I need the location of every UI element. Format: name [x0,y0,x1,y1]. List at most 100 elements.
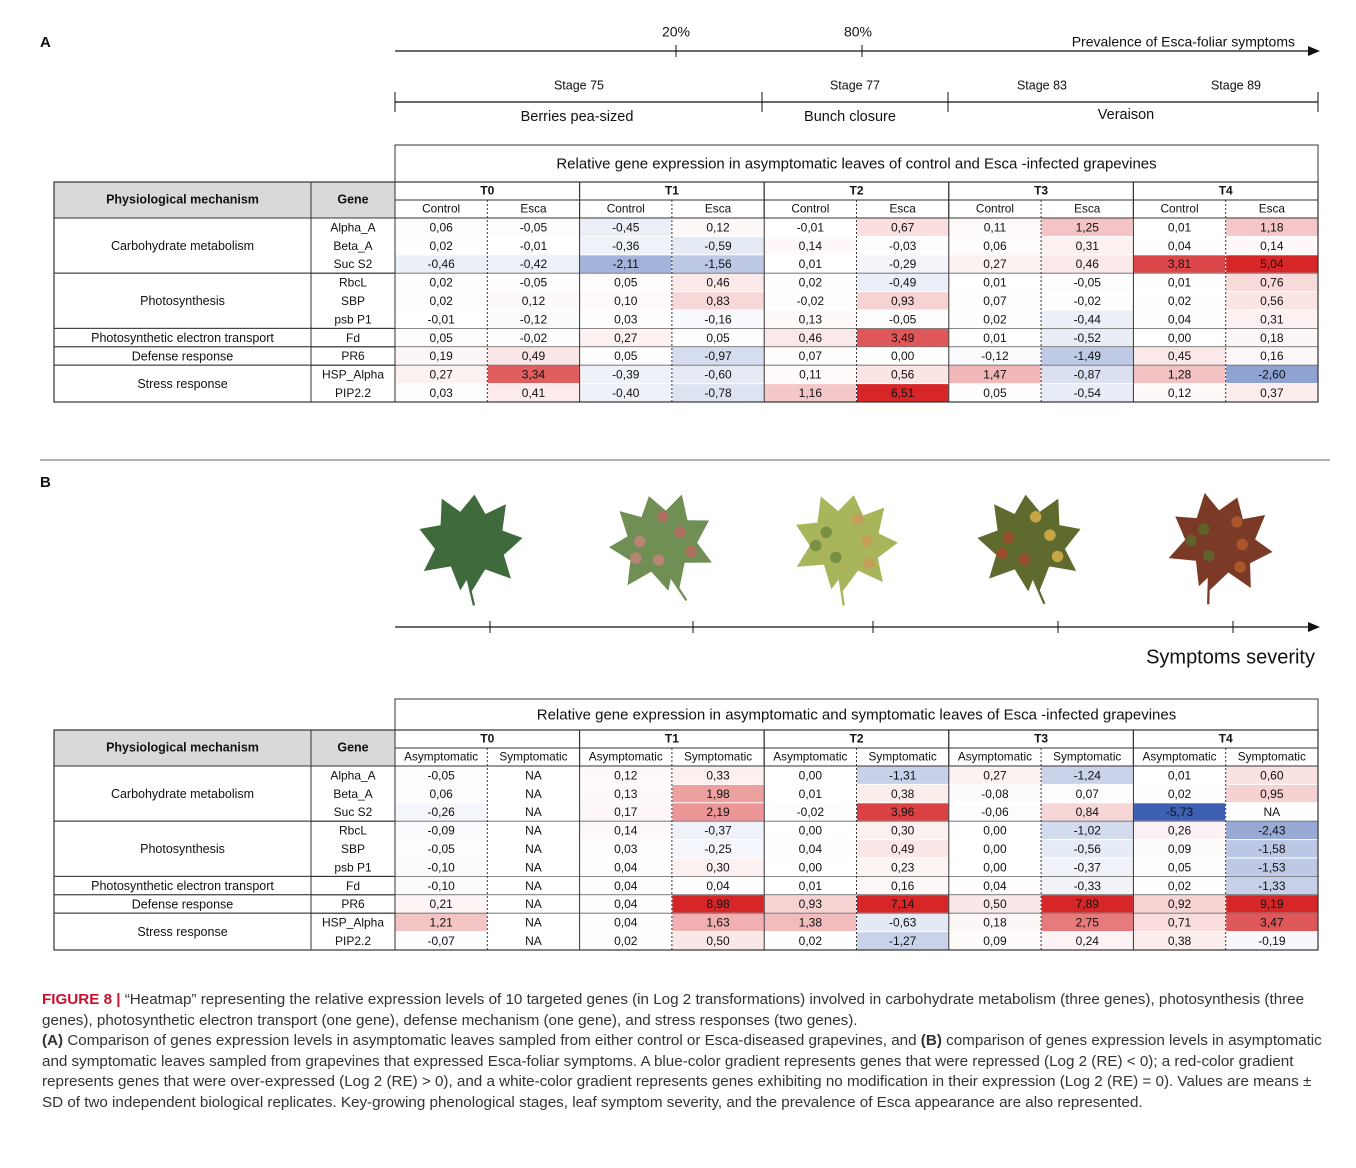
cell-value: -1,56 [704,257,732,271]
cell-value: 0,00 [1168,331,1192,345]
header-label: Gene [337,192,368,206]
cell-value: 7,14 [891,897,915,911]
cell-value: 0,02 [429,294,453,308]
cell-value: -0,78 [704,386,732,400]
stage-label: Stage 89 [1211,78,1261,92]
leaf-shape [786,486,905,599]
cell-value: NA [525,860,542,874]
cell-value: 0,02 [429,239,453,253]
cell-value: 5,04 [1260,257,1284,271]
cell-value: 3,96 [891,805,915,819]
condition-label: Asymptomatic [958,750,1032,764]
gene-label: Alpha_A [330,768,375,782]
cell-value: -0,26 [427,805,455,819]
cell-value: NA [525,842,542,856]
mechanism-label: Photosynthetic electron transport [91,879,274,893]
cell-value: 0,14 [614,824,638,838]
cell-value: 1,38 [799,916,823,930]
cell-value: -0,12 [520,312,548,326]
cell-value: 3,47 [1260,916,1284,930]
cell-value: 0,12 [522,294,546,308]
gene-label: PIP2.2 [335,934,371,948]
cell-value: -0,25 [704,842,732,856]
gene-label: Fd [346,331,360,345]
cell-value: 1,47 [983,368,1007,382]
cell-value: 0,56 [1260,294,1284,308]
cell-value: 0,46 [706,276,730,290]
cell-value: 0,13 [614,787,638,801]
cell-value: 0,19 [429,349,453,363]
condition-label: Asymptomatic [1143,750,1217,764]
cell-value: -0,45 [612,220,640,234]
cell-value: 0,18 [983,916,1007,930]
cell-value: -1,49 [1074,349,1102,363]
cell-value: 1,25 [1076,220,1100,234]
cell-value: 0,27 [429,368,453,382]
cell-value: 0,31 [1260,312,1284,326]
cell-value: -0,87 [1074,368,1102,382]
cell-value: -0,42 [520,257,548,271]
cell-value: 0,01 [799,879,823,893]
cell-value: 0,04 [1168,312,1192,326]
cell-value: 0,02 [1168,879,1192,893]
cell-value: 0,21 [429,897,453,911]
cell-value: -0,01 [797,220,825,234]
cell-value: -1,27 [889,934,917,948]
condition-label: Esca [1074,202,1101,216]
cell-value: 0,05 [614,276,638,290]
cell-value: 0,27 [983,257,1007,271]
condition-label: Symptomatic [684,750,752,764]
time-label: T1 [665,732,679,746]
cell-value: 8,98 [706,897,730,911]
cell-value: 0,09 [1168,842,1192,856]
condition-label: Asymptomatic [589,750,663,764]
cell-value: 0,00 [799,824,823,838]
cell-value: -0,36 [612,239,640,253]
cell-value: 0,31 [1076,239,1100,253]
cell-value: 0,11 [799,368,822,382]
cell-value: 0,14 [799,239,823,253]
header-label: Gene [337,740,368,754]
cell-value: 0,06 [429,787,453,801]
cell-value: 0,93 [891,294,915,308]
cell-value: -0,59 [704,239,732,253]
cell-value: NA [525,897,542,911]
prevalence-label: Prevalence of Esca-foliar symptoms [1072,34,1295,50]
caption-part-label: (B) [921,1032,942,1049]
cell-value: 0,60 [1260,768,1284,782]
cell-value: 0,04 [1168,239,1192,253]
prevalence-tick: 80% [844,24,872,40]
cell-value: NA [1264,805,1281,819]
gene-label: PIP2.2 [335,386,371,400]
cell-value: -0,02 [797,805,825,819]
cell-value: -0,08 [981,787,1009,801]
leaf [413,490,526,609]
caption-parts: (A) Comparison of genes expression level… [42,1031,1327,1113]
cell-value: 0,02 [614,934,638,948]
cell-value: -0,12 [981,349,1009,363]
gene-label: Fd [346,879,360,893]
condition-label: Control [976,202,1014,216]
cell-value: 9,19 [1260,897,1284,911]
condition-label: Esca [705,202,732,216]
cell-value: -0,46 [427,257,455,271]
cell-value: 0,04 [614,860,638,874]
cell-value: NA [525,824,542,838]
cell-value: 0,23 [891,860,915,874]
cell-value: -0,02 [1074,294,1102,308]
cell-value: 0,05 [1168,860,1192,874]
cell-value: 0,01 [799,257,823,271]
caption: FIGURE 8 | “Heatmap” representing the re… [42,990,1327,1114]
cell-value: NA [525,916,542,930]
cell-value: 0,04 [799,842,823,856]
cell-value: -0,10 [427,879,455,893]
gene-label: RbcL [339,276,367,290]
gene-label: RbcL [339,824,367,838]
cell-value: 0,02 [799,276,823,290]
time-label: T1 [665,184,679,198]
cell-value: -0,16 [704,312,732,326]
cell-value: -0,07 [427,934,455,948]
gene-label: Suc S2 [334,257,373,271]
mechanism-label: Stress response [137,925,227,939]
cell-value: -0,01 [427,312,455,326]
